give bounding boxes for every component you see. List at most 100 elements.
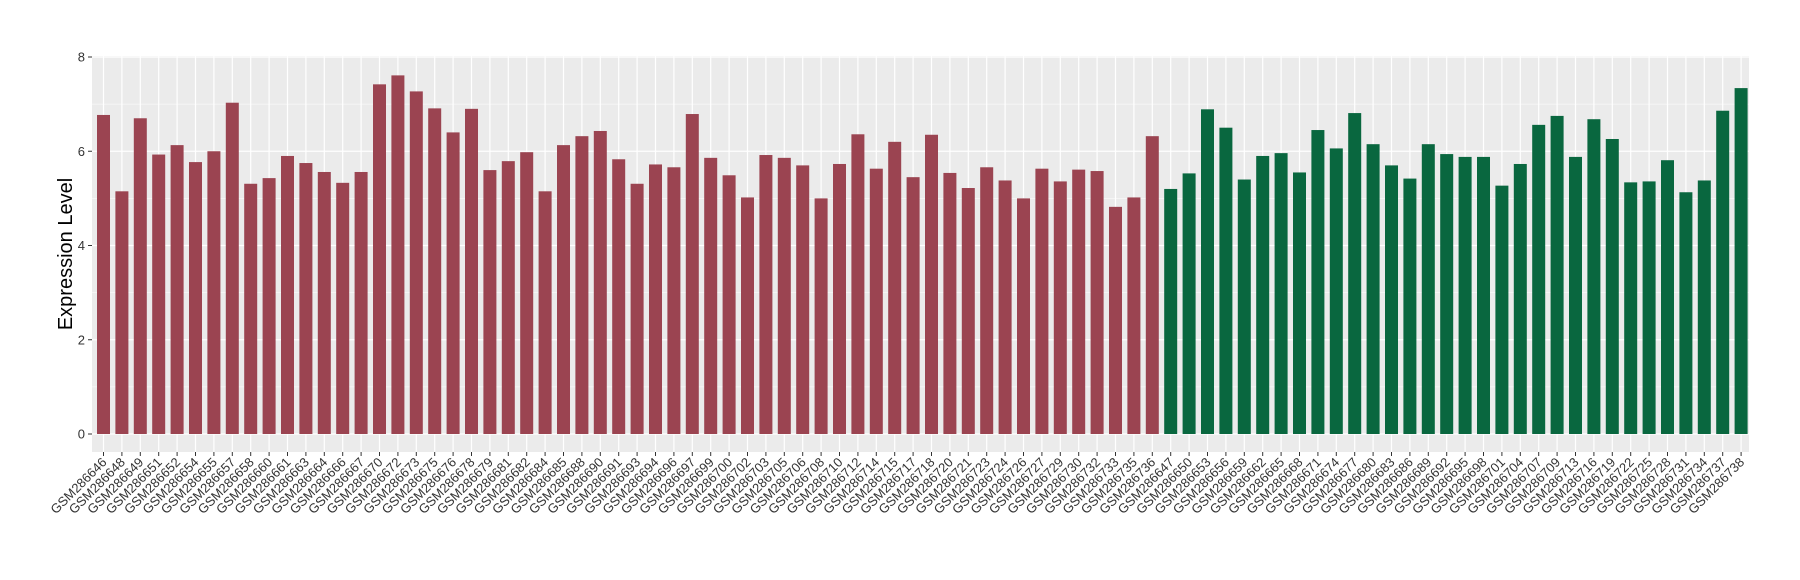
bar [1017,198,1030,434]
plot-panel [92,56,1749,452]
bar [1035,168,1049,434]
bar [1679,192,1693,434]
bar [1716,110,1730,434]
bar [1053,181,1067,434]
bar [170,145,184,434]
bar [1734,88,1748,434]
bar [961,188,975,434]
bar [1532,124,1546,435]
bar [722,175,736,434]
bar [1237,179,1251,434]
bar [501,161,515,435]
bar [925,134,938,434]
bar [446,132,460,434]
bar [1403,178,1417,434]
bar [1605,138,1619,434]
bar [1661,160,1674,435]
bar [152,154,166,434]
bar [1182,173,1196,434]
bar [225,102,239,435]
bar [1477,156,1490,434]
bars [97,75,1748,435]
bar [1624,182,1638,434]
y-tick-label: 8 [78,50,85,65]
bar [207,151,221,434]
bar [1385,165,1398,434]
bar [593,130,607,434]
bar [612,159,626,435]
bar [998,180,1012,434]
bar [777,157,791,434]
y-axis: 0 2 4 6 8 [78,50,92,442]
bar [557,145,570,434]
bar [354,171,368,435]
bar [115,191,129,434]
bar [520,152,534,434]
y-tick-label: 0 [78,427,85,442]
bar [281,155,294,434]
bar [189,162,202,434]
bar [575,136,589,435]
bar [1495,185,1509,434]
bar [704,157,718,434]
bar [483,170,497,434]
bar [1293,172,1306,435]
bar [1421,144,1435,434]
bar [1109,206,1122,434]
bar [1256,155,1270,434]
bar [1642,181,1656,434]
y-tick-label: 6 [78,144,85,159]
bar [409,91,423,435]
bar [1274,153,1288,434]
bar [97,114,110,435]
bar [1219,127,1233,434]
bar [1348,113,1362,435]
bar [1329,148,1343,435]
bar [262,178,276,434]
bar [980,167,994,434]
bar [133,118,147,434]
bar [796,165,810,434]
bar [373,84,386,435]
bar [1458,156,1472,434]
bar [630,183,644,434]
bar [869,168,883,434]
bar [1587,119,1601,434]
bar [1440,154,1454,434]
x-axis: GSM286646GSM286648GSM286649GSM286651GSM2… [47,452,1747,517]
bar [428,108,442,435]
bar [833,163,846,434]
bar [1072,169,1086,434]
bar [538,191,552,434]
bar [1311,130,1325,434]
bar [1090,171,1104,435]
y-axis-title: Expression Level [55,178,77,330]
bar [1569,156,1582,434]
bar [685,114,699,435]
bar [317,171,331,435]
bar [906,177,920,434]
bar [667,167,681,434]
bar [1513,163,1527,434]
bar [1145,136,1159,435]
bar [244,183,258,434]
bar [1164,188,1178,434]
bar [851,134,865,434]
bar [1550,115,1564,434]
bar [336,182,350,434]
bar [888,141,902,434]
bar [299,163,313,434]
bar [741,197,754,434]
bar [814,198,828,434]
bar [465,108,478,435]
y-tick-label: 2 [78,332,85,347]
bar [649,164,662,434]
bar [1697,180,1711,434]
bar [391,75,405,434]
bar [759,155,773,434]
bar [1201,109,1214,434]
y-tick-label: 4 [78,238,85,253]
bar [1127,197,1141,434]
bar [943,172,957,435]
